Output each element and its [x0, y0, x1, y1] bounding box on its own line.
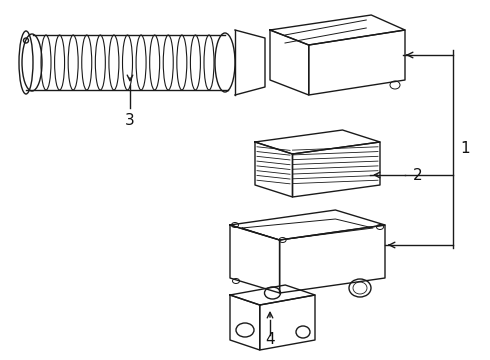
Text: 4: 4 [265, 333, 275, 347]
Text: 2: 2 [413, 167, 423, 183]
Text: 3: 3 [125, 112, 135, 127]
Text: 1: 1 [460, 140, 470, 156]
